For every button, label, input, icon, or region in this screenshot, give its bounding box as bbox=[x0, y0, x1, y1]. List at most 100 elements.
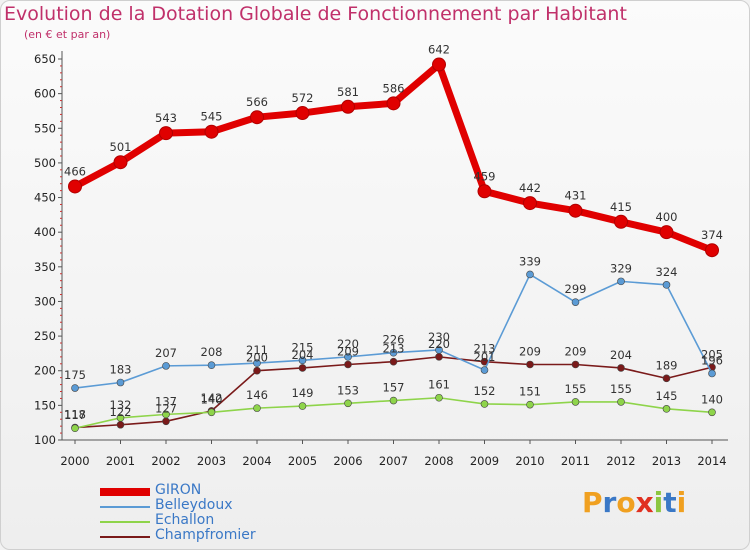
data-point bbox=[162, 362, 170, 370]
data-point bbox=[571, 398, 580, 406]
data-label: 145 bbox=[656, 389, 678, 403]
data-label: 127 bbox=[155, 401, 177, 415]
data-label: 431 bbox=[565, 189, 587, 203]
data-label: 155 bbox=[610, 382, 632, 396]
data-point bbox=[298, 364, 307, 372]
y-tick-label: 600 bbox=[34, 87, 56, 101]
data-point bbox=[435, 346, 443, 354]
x-tick-label: 2009 bbox=[470, 454, 499, 468]
data-point bbox=[708, 369, 716, 378]
series-line-belleydoux bbox=[74, 273, 713, 389]
data-label: 581 bbox=[337, 85, 359, 99]
data-point bbox=[526, 400, 534, 409]
data-label: 152 bbox=[474, 384, 496, 398]
data-point bbox=[344, 360, 352, 369]
data-label: 374 bbox=[701, 228, 723, 242]
data-point bbox=[298, 402, 307, 410]
data-point bbox=[662, 374, 671, 383]
logo-letter: P bbox=[582, 486, 603, 519]
x-tick-label: 2012 bbox=[606, 454, 635, 468]
data-label: 209 bbox=[565, 344, 587, 358]
data-label: 215 bbox=[292, 340, 314, 354]
y-tick-label: 350 bbox=[34, 260, 56, 274]
data-label: 142 bbox=[201, 391, 223, 405]
data-point bbox=[617, 398, 625, 406]
legend-label-echallon: Echallon bbox=[155, 512, 215, 528]
data-label: 545 bbox=[201, 110, 223, 124]
data-point bbox=[386, 96, 401, 111]
y-tick-label: 100 bbox=[34, 433, 56, 447]
data-label: 175 bbox=[64, 368, 86, 382]
data-label: 209 bbox=[519, 344, 541, 358]
legend-item-echallon: Echallon bbox=[100, 512, 340, 529]
data-point bbox=[341, 99, 355, 114]
data-label: 543 bbox=[155, 111, 177, 125]
data-point bbox=[253, 366, 261, 375]
legend: GIRON Belleydoux Echallon Champfromier bbox=[100, 482, 340, 544]
data-label: 201 bbox=[474, 350, 496, 364]
data-point bbox=[116, 378, 125, 387]
x-tick-label: 2011 bbox=[561, 454, 590, 468]
data-point bbox=[526, 360, 534, 369]
proxiti-logo: Proxiti bbox=[582, 486, 686, 519]
data-point bbox=[662, 405, 671, 413]
data-label: 211 bbox=[246, 343, 268, 357]
data-point bbox=[344, 399, 352, 408]
data-point bbox=[526, 270, 534, 279]
legend-label-belleydoux: Belleydoux bbox=[155, 497, 233, 513]
y-tick-label: 400 bbox=[34, 225, 56, 239]
data-label: 501 bbox=[110, 140, 132, 154]
data-point bbox=[617, 277, 625, 286]
data-label: 209 bbox=[337, 344, 359, 358]
data-label: 324 bbox=[656, 265, 678, 279]
data-label: 155 bbox=[565, 382, 587, 396]
logo-letter: x bbox=[635, 486, 654, 519]
x-tick-label: 2008 bbox=[424, 454, 453, 468]
data-point bbox=[480, 366, 489, 374]
data-point bbox=[568, 203, 583, 218]
data-point bbox=[708, 408, 716, 417]
data-point bbox=[480, 400, 489, 408]
data-label: 140 bbox=[701, 392, 723, 406]
data-label: 230 bbox=[428, 330, 450, 344]
x-tick-label: 2010 bbox=[515, 454, 544, 468]
x-tick-label: 2014 bbox=[697, 454, 726, 468]
data-label: 132 bbox=[110, 398, 132, 412]
data-label: 122 bbox=[110, 405, 132, 419]
data-point bbox=[116, 414, 125, 422]
data-label: 400 bbox=[656, 210, 678, 224]
x-tick-label: 2001 bbox=[106, 454, 135, 468]
data-label: 153 bbox=[337, 383, 359, 397]
logo-letter: t bbox=[663, 486, 677, 519]
data-label: 146 bbox=[246, 388, 268, 402]
data-label: 149 bbox=[292, 386, 314, 400]
legend-label-giron: GIRON bbox=[155, 482, 202, 498]
x-tick-label: 2006 bbox=[333, 454, 362, 468]
y-tick-label: 550 bbox=[34, 121, 56, 135]
data-label: 151 bbox=[519, 385, 541, 399]
data-label: 200 bbox=[246, 351, 268, 365]
data-point bbox=[162, 417, 170, 426]
y-tick-label: 150 bbox=[34, 398, 56, 412]
data-label: 459 bbox=[474, 169, 496, 183]
data-label: 161 bbox=[428, 378, 450, 392]
legend-item-belleydoux: Belleydoux bbox=[100, 497, 340, 514]
y-tick-label: 200 bbox=[34, 364, 56, 378]
data-label: 204 bbox=[610, 348, 632, 362]
y-tick-label: 500 bbox=[34, 156, 56, 170]
data-label: 572 bbox=[292, 91, 314, 105]
data-label: 213 bbox=[383, 342, 405, 356]
data-point bbox=[162, 410, 170, 419]
data-point bbox=[571, 298, 580, 306]
data-point bbox=[116, 420, 125, 429]
data-point bbox=[250, 110, 264, 125]
data-point bbox=[253, 404, 261, 412]
data-label: 642 bbox=[428, 43, 450, 57]
data-label: 566 bbox=[246, 95, 268, 109]
data-label: 208 bbox=[201, 345, 223, 359]
legend-label-champfromier: Champfromier bbox=[155, 527, 256, 543]
y-tick-label: 300 bbox=[34, 294, 56, 308]
data-point bbox=[523, 196, 537, 211]
data-point bbox=[659, 225, 674, 240]
